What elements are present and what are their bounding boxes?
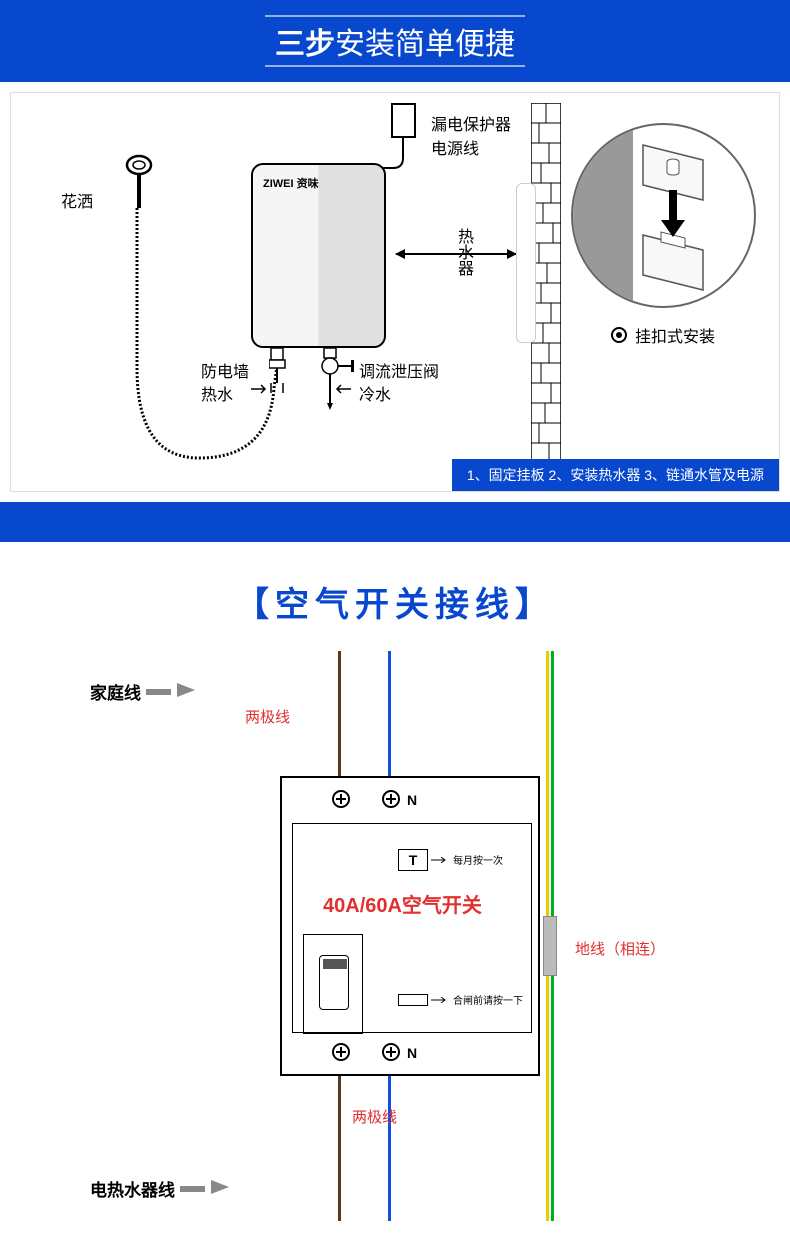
blue-wire-bottom: [388, 1076, 391, 1221]
shower-hose: [79, 208, 319, 468]
title-highlight: 三步: [275, 28, 335, 61]
arrow-icon: [177, 683, 195, 697]
ground-connector: [543, 916, 557, 976]
before-close-label: 合闸前请按一下: [453, 992, 523, 1007]
bipolar-top-label: 两极线: [245, 706, 290, 727]
monthly-label: 每月按一次: [453, 852, 503, 867]
arrow-icon: [211, 1180, 229, 1194]
title-rest: 安装简单便捷: [335, 28, 515, 61]
bullet-icon: [611, 327, 627, 343]
toggle-area: [303, 934, 363, 1034]
n-label-top: N: [407, 792, 417, 808]
terminal-bottom-left: [332, 1043, 350, 1061]
switch-inner: T 每月按一次 40A/60A空气开关 合闸前请按一下: [292, 823, 532, 1033]
terminal-top-left: [332, 790, 350, 808]
small-button: [398, 994, 428, 1006]
power-line-label: 电源线: [431, 135, 479, 159]
ground-label: 地线（相连）: [575, 938, 665, 959]
installation-diagram: 漏电保护器 电源线 ZIWEI 资味 热水器 花洒 防电墙 热水 调流泄压阀 冷…: [10, 92, 780, 492]
blue-spacer: [0, 502, 790, 542]
brand-label: ZIWEI 资味: [253, 165, 384, 191]
switch-spec-label: 40A/60A空气开关: [323, 889, 482, 918]
t-button: T: [398, 849, 428, 871]
wiring-diagram: 家庭线 两极线 电热水器线 两极线 地线（相连） N N T: [20, 651, 770, 1221]
toggle-switch: [319, 955, 349, 1010]
terminal-bottom-right: [382, 1043, 400, 1061]
cold-water-label: 冷水: [359, 381, 391, 405]
heater-label: 热水器: [451, 228, 475, 276]
bottom-arrows: [251, 383, 351, 403]
brown-wire-top: [338, 651, 341, 779]
wall-plate: [516, 183, 536, 343]
steps-bar: 1、固定挂板 2、安装热水器 3、链通水管及电源: [452, 459, 779, 491]
leak-protector-label: 漏电保护器: [431, 111, 511, 135]
heater-line-label: 电热水器线: [90, 1176, 229, 1201]
air-switch-box: N N T 每月按一次 40A/60A空气开关: [280, 776, 540, 1076]
blue-wire-top: [388, 651, 391, 779]
air-switch-section: 【空气开关接线】 家庭线 两极线 电热水器线 两极线 地线（相连）: [0, 542, 790, 1241]
bipolar-bottom-label: 两极线: [352, 1106, 397, 1127]
home-line-label: 家庭线: [90, 679, 195, 704]
leak-protector-box: [391, 103, 416, 138]
mount-type-label: 挂扣式安装: [611, 323, 715, 347]
shower-head-icon: [119, 153, 159, 213]
terminal-top-right: [382, 790, 400, 808]
section1-header: 三步安装简单便捷: [0, 0, 790, 82]
mount-detail-circle: [571, 123, 756, 308]
valve-label: 调流泄压阀: [359, 358, 439, 382]
brown-wire-bottom: [338, 1076, 341, 1221]
hot-water-label: 热水: [201, 381, 233, 405]
anti-wall-label: 防电墙: [201, 358, 249, 382]
section2-title: 【空气开关接线】: [0, 562, 790, 651]
n-label-bottom: N: [407, 1045, 417, 1061]
